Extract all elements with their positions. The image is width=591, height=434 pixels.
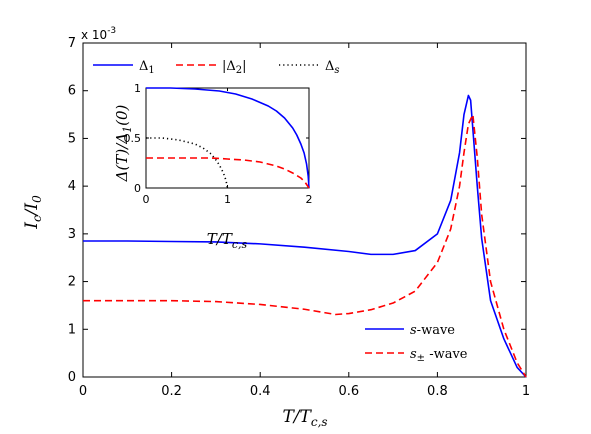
inset-x-tick-labels: 0 1 2 [143,193,313,206]
legend-label-delta2: |Δ2| [222,59,247,76]
y-tick-label: 2 [68,275,76,290]
x-tick-label: 0.8 [427,384,448,399]
main-y-tick-labels: 0 1 2 3 4 5 6 7 [68,36,76,385]
x-tick-label: 0 [79,384,87,399]
top-legend: Δ1 |Δ2| Δs [93,59,340,76]
y-tick-label: 0.5 [124,132,142,145]
legend-label-deltas: Δs [325,59,340,76]
y-tick-label: 6 [68,84,76,99]
series-line-0 [146,87,310,189]
y-tick-label: 0 [134,182,141,195]
inset-y-axis-title: Δ(T)/Δ1(0) [113,105,134,183]
inset-series-group [146,87,310,189]
series-line-1 [146,157,310,189]
legend-label-spm-wave: s± -wave [410,347,468,364]
main-x-tick-labels: 0 0.2 0.4 0.6 0.8 1 [79,384,530,399]
x-tick-label: 1 [224,193,231,206]
legend-label-delta1: Δ1 [139,59,155,76]
x-tick-label: 1 [522,384,530,399]
main-series-group [83,94,527,378]
y-tick-label: 1 [134,82,141,95]
y-tick-label: 7 [68,36,76,51]
main-axis-ticks [82,42,527,378]
y-tick-label: 1 [68,322,76,337]
series-line-1 [83,113,527,378]
x-tick-label: 2 [306,193,313,206]
inset-background [146,88,309,188]
main-y-axis-title: Ic/I0 [22,195,44,230]
inset-x-axis-title: T/Tc,s [207,230,248,251]
x-tick-label: 0.4 [250,384,271,399]
x-tick-label: 0 [143,193,150,206]
y-tick-label: 3 [68,227,76,242]
x-tick-label: 0.2 [161,384,182,399]
y-multiplier: x 10-3 [81,26,116,42]
series-line-0 [83,94,527,378]
y-tick-label: 5 [68,131,76,146]
inset-y-tick-labels: 00.51 [124,82,142,195]
x-tick-label: 0.6 [338,384,359,399]
legend-label-swave: s-wave [410,323,455,338]
main-legend: s-wave s± -wave [365,323,468,364]
y-tick-label: 0 [68,370,76,385]
main-plot-frame [82,42,527,378]
y-tick-label: 4 [68,179,76,194]
main-x-axis-title: T/Tc,s [282,407,327,429]
